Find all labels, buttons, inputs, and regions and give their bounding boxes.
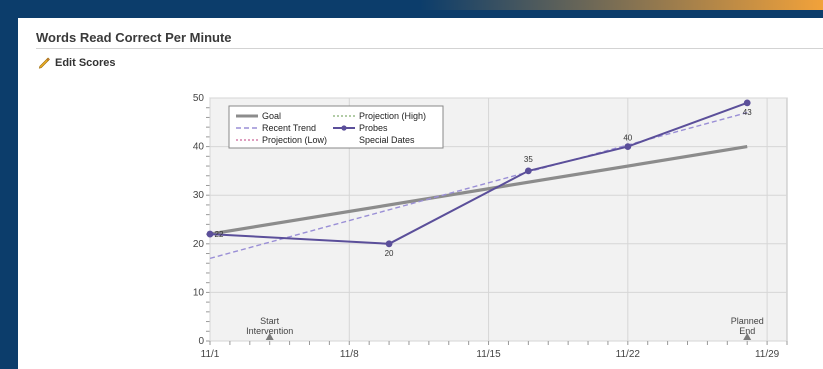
x-tick-label: 11/29 bbox=[755, 349, 780, 360]
probe-point[interactable] bbox=[385, 240, 393, 248]
legend-label: Special Dates bbox=[359, 135, 415, 145]
legend-label: Recent Trend bbox=[262, 123, 316, 133]
y-axis-labels: 0 10 20 30 40 50 bbox=[193, 93, 205, 347]
legend: Goal Projection (High) Recent Trend Probes P… bbox=[228, 105, 444, 149]
header-accent-bar bbox=[420, 0, 823, 10]
special-date-marker[interactable] bbox=[265, 333, 274, 340]
page-title: Words Read Correct Per Minute bbox=[36, 30, 232, 45]
x-tick-label: 11/22 bbox=[616, 349, 641, 360]
probe-data-label: 35 bbox=[524, 155, 533, 164]
y-tick-label: 30 bbox=[193, 190, 205, 201]
special-date-label: Planned bbox=[731, 316, 764, 326]
title-divider bbox=[36, 48, 823, 49]
probe-data-label: 43 bbox=[743, 108, 752, 117]
special-date-label: Intervention bbox=[246, 326, 293, 336]
probe-point[interactable] bbox=[743, 99, 751, 107]
special-date-marker[interactable] bbox=[743, 333, 752, 340]
probe-point[interactable] bbox=[624, 143, 632, 151]
goal-line bbox=[209, 145, 748, 236]
special-date-label: Start bbox=[260, 316, 280, 326]
series-layer: 22 20 35 40 43 bbox=[206, 99, 752, 260]
x-tick-label: 11/8 bbox=[340, 349, 359, 360]
legend-swatch-dot bbox=[341, 125, 347, 131]
x-tick-label: 11/1 bbox=[201, 349, 220, 360]
probe-point[interactable] bbox=[206, 230, 214, 238]
y-tick-label: 50 bbox=[193, 93, 205, 104]
edit-scores-label: Edit Scores bbox=[55, 56, 116, 69]
probe-point[interactable] bbox=[524, 167, 532, 175]
legend-label: Projection (Low) bbox=[262, 135, 327, 145]
x-tick-label: 11/15 bbox=[476, 349, 501, 360]
probe-data-label: 22 bbox=[215, 230, 224, 239]
legend-label: Projection (High) bbox=[359, 111, 426, 121]
probe-data-label: 20 bbox=[385, 249, 394, 258]
gridlines bbox=[206, 97, 788, 345]
edit-scores-link[interactable]: Edit Scores bbox=[38, 56, 116, 69]
y-tick-label: 40 bbox=[193, 142, 205, 153]
y-tick-label: 10 bbox=[193, 287, 205, 298]
x-axis-labels: 11/1 11/8 11/15 11/22 11/29 bbox=[201, 349, 780, 360]
legend-label: Goal bbox=[262, 111, 281, 121]
probe-data-label: 40 bbox=[623, 134, 632, 143]
y-tick-label: 20 bbox=[193, 239, 205, 250]
special-date-label: End bbox=[739, 326, 755, 336]
pencil-icon bbox=[38, 57, 50, 69]
legend-label: Probes bbox=[359, 123, 388, 133]
y-tick-label: 0 bbox=[198, 336, 204, 347]
recent-trend-line bbox=[209, 111, 748, 260]
